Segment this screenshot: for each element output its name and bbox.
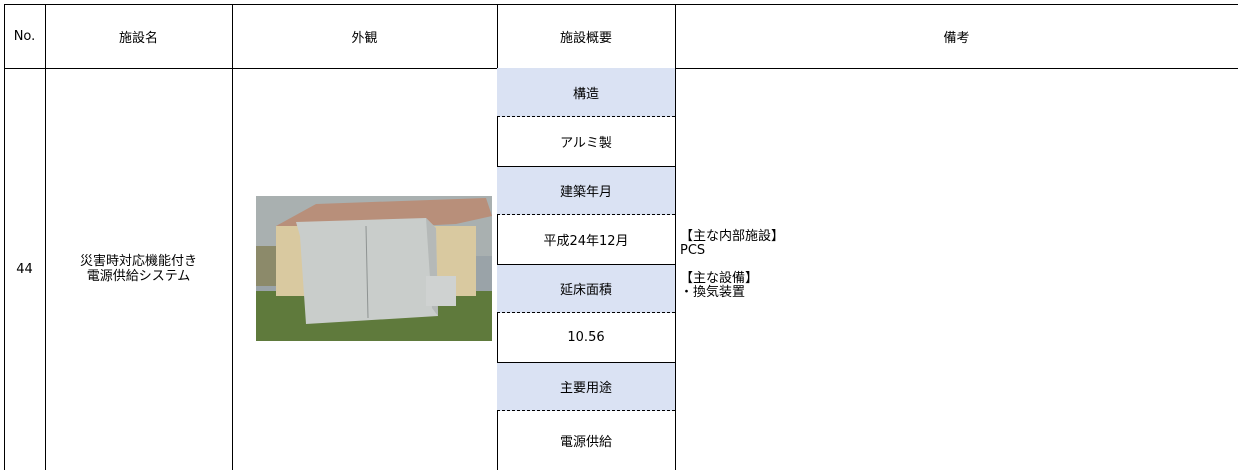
row-number: 44 (16, 261, 33, 277)
col-border (675, 4, 676, 470)
facility-photo (256, 196, 492, 341)
col-border (232, 4, 233, 470)
header-cell: No. (13, 28, 36, 44)
col-border (45, 4, 46, 470)
overview-value: 10.56 (567, 330, 605, 345)
remarks-heading: 【主な設備】 (680, 271, 759, 286)
overview-label: 延床面積 (497, 264, 675, 313)
name-line: 災害時対応機能付き (79, 254, 197, 269)
col-border (4, 4, 45, 470)
remarks-heading: 【主な内部施設】 (680, 229, 785, 244)
remarks-item: ・換気装置 (680, 285, 746, 300)
name-line: 電源供給システム (86, 269, 191, 284)
header-cell: 施設名 (118, 30, 158, 46)
overview-label: 建築年月 (497, 166, 675, 215)
col-border (497, 4, 498, 470)
header-cell: 施設概要 (559, 30, 612, 46)
overview-value: アルミ製 (560, 136, 612, 151)
remarks-item: PCS (680, 243, 706, 258)
remarks: 【主な内部施設】 PCS 【主な設備】 ・換気装置 (680, 230, 784, 300)
overview-label: 構造 (497, 68, 675, 117)
overview-value: 平成24年12月 (543, 234, 629, 249)
border (4, 4, 1238, 5)
facility-name: 災害時対応機能付き 電源供給システム (45, 68, 232, 470)
overview-label: 主要用途 (497, 362, 675, 411)
header-cell: 備考 (943, 30, 970, 46)
overview-value: 電源供給 (559, 435, 612, 450)
header-cell: 外観 (351, 30, 378, 46)
